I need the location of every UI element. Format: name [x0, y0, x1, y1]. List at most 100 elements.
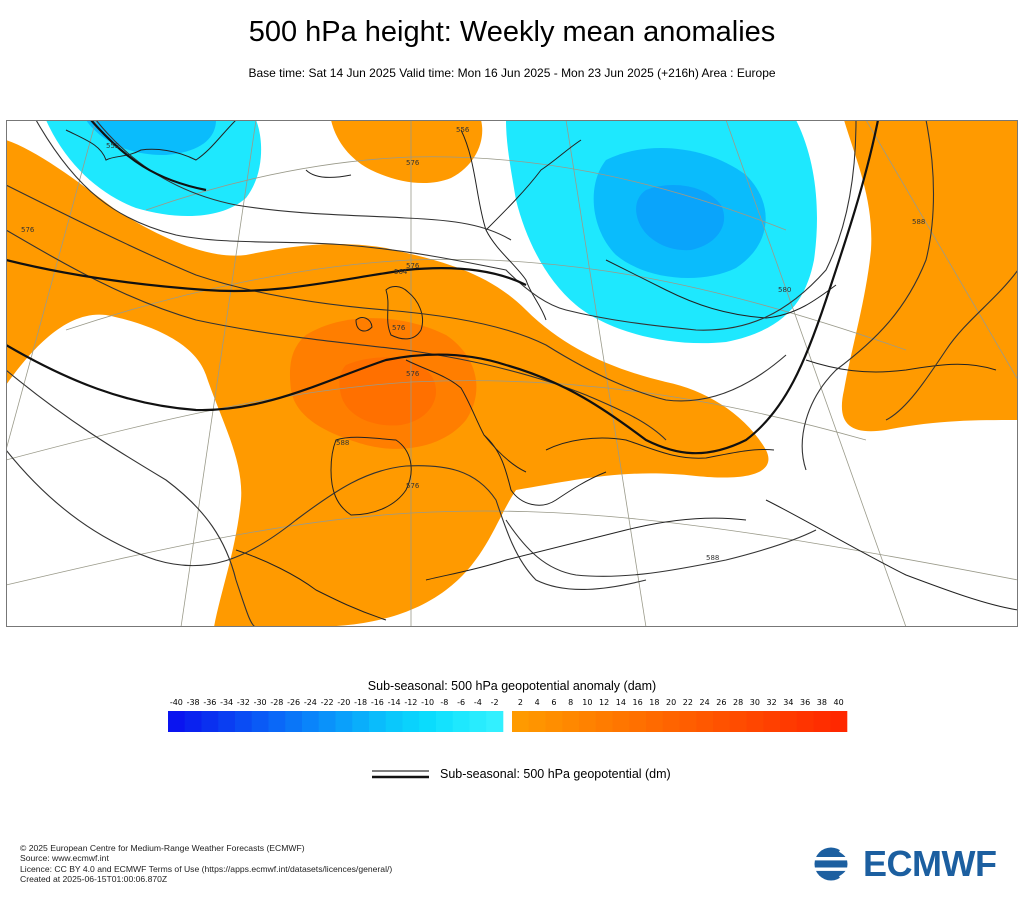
- contour-label: 588: [706, 554, 719, 562]
- colorbar-tick-label: -32: [237, 698, 250, 707]
- colorbar-box: [419, 711, 437, 732]
- colorbar-box: [335, 711, 353, 732]
- contour-label: 576: [406, 262, 420, 270]
- colorbar-tick-label: 36: [800, 698, 810, 707]
- contour-label: 576: [406, 482, 420, 490]
- colorbar-tick-label: -14: [388, 698, 401, 707]
- colorbar-box: [729, 711, 747, 732]
- credit-line: © 2025 European Centre for Medium-Range …: [20, 843, 305, 853]
- colorbar-box: [436, 711, 454, 732]
- colorbar-tick-label: -34: [220, 698, 233, 707]
- colorbar-box: [235, 711, 253, 732]
- contour-label: 576: [392, 324, 406, 332]
- colorbar-box: [385, 711, 403, 732]
- colorbar-box: [696, 711, 714, 732]
- colorbar-tick-label: -12: [404, 698, 417, 707]
- coastlines: [65, 120, 1018, 621]
- colorbar-box: [562, 711, 580, 732]
- colorbar-positive-ticks: 2 4 6 8 10 12 14 16 18 20 22 24 26 28 30 32 34 36 38 40: [518, 698, 844, 707]
- colorbar-box: [629, 711, 647, 732]
- ecmwf-logo-text: ECMWF: [863, 843, 997, 884]
- colorbar-negative: [168, 711, 504, 732]
- colorbar-box: [402, 711, 420, 732]
- colorbar-box: [646, 711, 664, 732]
- contour-label: 580: [778, 286, 791, 294]
- colorbar-tick-label: -40: [170, 698, 183, 707]
- colorbar-box: [763, 711, 781, 732]
- colorbar-tick-label: -6: [457, 698, 465, 707]
- colorbar-tick-label: -24: [304, 698, 317, 707]
- contour-label: 564: [394, 268, 408, 276]
- cold-anomaly-greenland-core: [86, 120, 216, 156]
- colorbar-box: [545, 711, 563, 732]
- colorbar-tick-label: 8: [568, 698, 573, 707]
- colorbar-tick-label: -36: [203, 698, 216, 707]
- map-frame: [6, 120, 1018, 627]
- colorbar-box: [662, 711, 680, 732]
- colorbar-tick-label: -22: [321, 698, 334, 707]
- colorbar-box: [251, 711, 269, 732]
- line-legend-swatch: [372, 770, 429, 779]
- credit-line: Created at 2025-06-15T01:00:06.870Z: [20, 873, 168, 884]
- colorbar-tick-label: -26: [287, 698, 300, 707]
- warm-anomaly-inner: [339, 357, 437, 426]
- page-subtitle: Base time: Sat 14 Jun 2025 Valid time: M…: [248, 66, 776, 80]
- contour-label: 588: [336, 439, 349, 447]
- colorbar-tick-label: 16: [633, 698, 643, 707]
- warm-anomaly-north-atlantic: [331, 120, 483, 184]
- page-title: 500 hPa height: Weekly mean anomalies: [248, 16, 776, 48]
- colorbar-tick-label: 14: [616, 698, 626, 707]
- colorbar-box: [302, 711, 320, 732]
- cold-anomaly-russia-inner: [636, 185, 725, 251]
- contour-labels: 552 556 564 576 576 576 576 576 576 580 …: [21, 126, 925, 562]
- colorbar-box: [612, 711, 630, 732]
- colorbar-tick-label: 24: [700, 698, 710, 707]
- colorbar-tick-label: -28: [270, 698, 283, 707]
- cold-anomaly-greenland: [46, 120, 262, 217]
- colorbar-tick-label: 26: [716, 698, 726, 707]
- ecmwf-logo-icon: [814, 847, 858, 881]
- geopotential-contours-bold: [6, 120, 880, 455]
- line-legend-label: Sub-seasonal: 500 hPa geopotential (dm): [440, 767, 671, 781]
- colorbar-box: [796, 711, 814, 732]
- colorbar-tick-label: -18: [354, 698, 367, 707]
- colorbar-box: [595, 711, 613, 732]
- colorbar-box: [201, 711, 219, 732]
- colorbar-box: [528, 711, 546, 732]
- colorbar-box: [830, 711, 848, 732]
- colorbar-box: [486, 711, 504, 732]
- colorbar-tick-label: 32: [767, 698, 777, 707]
- colorbar-box: [318, 711, 336, 732]
- colorbar-box: [780, 711, 798, 732]
- colorbar-tick-label: 4: [535, 698, 540, 707]
- colorbar-box: [679, 711, 697, 732]
- colorbar-box: [469, 711, 487, 732]
- colorbar-tick-label: 40: [834, 698, 844, 707]
- contour-label: 576: [406, 370, 420, 378]
- credit-line: Licence: CC BY 4.0 and ECMWF Terms of Us…: [20, 863, 393, 874]
- colorbar-tick-label: 12: [599, 698, 609, 707]
- colorbar-box: [746, 711, 764, 732]
- colorbar-box: [512, 711, 530, 732]
- colorbar-box: [268, 711, 286, 732]
- colorbar-tick-label: 2: [518, 698, 523, 707]
- colorbar-tick-label: 30: [750, 698, 760, 707]
- legend-title: Sub-seasonal: 500 hPa geopotential anoma…: [367, 679, 657, 693]
- anomaly-map[interactable]: 552 556 564 576 576 576 576 576 576 580 …: [6, 120, 1018, 627]
- colorbar-tick-label: -16: [371, 698, 384, 707]
- colorbar-box: [813, 711, 831, 732]
- ecmwf-logo[interactable]: ECMWF: [813, 843, 997, 884]
- credit-line: Source: www.ecmwf.int: [20, 853, 109, 864]
- colorbar-box: [218, 711, 236, 732]
- colorbar-tick-label: -10: [421, 698, 434, 707]
- colorbar-tick-label: -8: [440, 698, 448, 707]
- geopotential-contours: [6, 120, 1018, 627]
- colorbar-tick-label: 38: [817, 698, 827, 707]
- colorbar-tick-label: 10: [582, 698, 592, 707]
- anomaly-colorbar: -40 -38 -36 -34 -32 -30 -28 -26 -24 -22 -20 -18 -16-…: [0, 696, 1024, 736]
- warm-anomaly-east: [841, 120, 1018, 432]
- colorbar-negative-ticks: -40 -38 -36 -34 -32 -30 -28 -26 -24 -22 -20 -18 -16-…: [170, 698, 499, 707]
- colorbar-tick-label: -20: [337, 698, 350, 707]
- colorbar-positive: [512, 711, 848, 732]
- credits: © 2025 European Centre for Medium-Range …: [20, 843, 392, 884]
